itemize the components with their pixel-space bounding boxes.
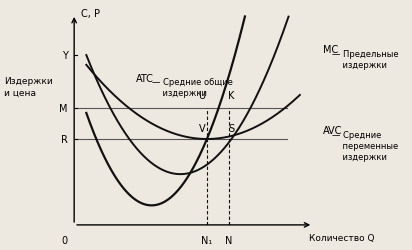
Text: Издержки
и цена: Издержки и цена bbox=[4, 77, 53, 98]
Text: K: K bbox=[228, 90, 234, 101]
Text: Количество Q: Количество Q bbox=[309, 233, 374, 242]
Text: N₁: N₁ bbox=[201, 235, 213, 245]
Text: S: S bbox=[228, 124, 234, 134]
Text: R: R bbox=[61, 134, 68, 144]
Text: AVC: AVC bbox=[323, 125, 343, 135]
Text: 0: 0 bbox=[61, 235, 68, 245]
Text: N: N bbox=[225, 235, 233, 245]
Text: Y: Y bbox=[62, 51, 68, 61]
Text: C, P: C, P bbox=[81, 9, 100, 19]
Text: MC: MC bbox=[323, 45, 339, 55]
Text: U: U bbox=[198, 90, 205, 101]
Text: ATC: ATC bbox=[136, 73, 154, 83]
Text: M: M bbox=[59, 103, 68, 113]
Text: V: V bbox=[199, 124, 206, 134]
Text: — Предельные
    издержки: — Предельные издержки bbox=[332, 50, 398, 70]
Text: — Средние общие
    издержки: — Средние общие издержки bbox=[152, 77, 232, 97]
Text: — Средние
    переменные
    издержки: — Средние переменные издержки bbox=[332, 130, 398, 161]
